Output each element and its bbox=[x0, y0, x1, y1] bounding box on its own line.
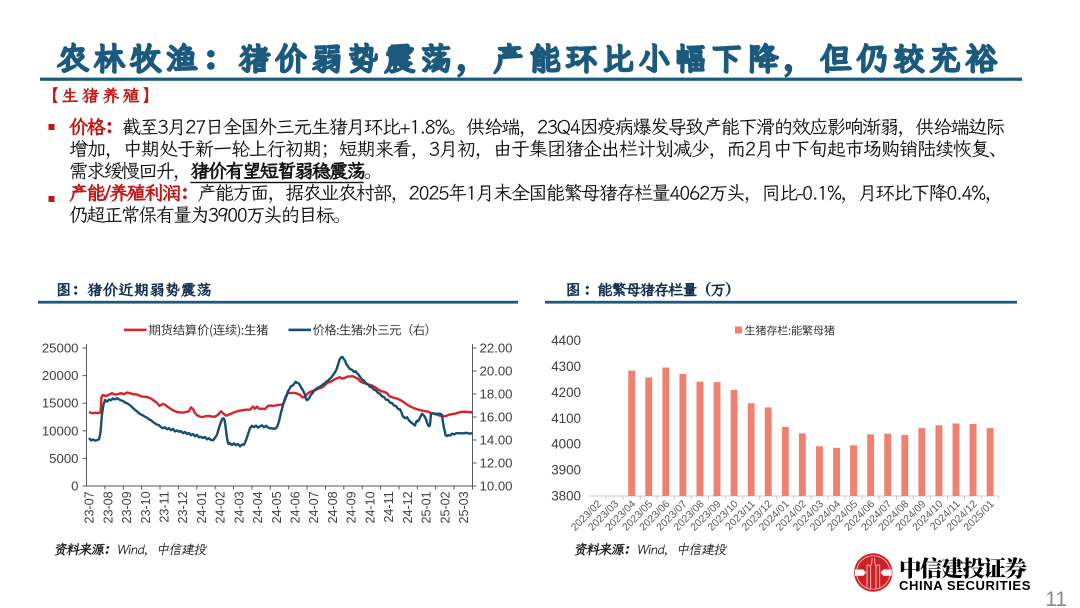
svg-text:4400: 4400 bbox=[551, 333, 581, 348]
svg-text:5000: 5000 bbox=[49, 451, 78, 466]
svg-text:23-09: 23-09 bbox=[120, 491, 134, 523]
svg-text:24-06: 24-06 bbox=[289, 491, 303, 523]
svg-text:3800: 3800 bbox=[551, 489, 581, 504]
svg-text:24-08: 24-08 bbox=[326, 491, 340, 523]
svg-text:23-07: 23-07 bbox=[83, 491, 97, 523]
svg-text:23-08: 23-08 bbox=[101, 491, 115, 523]
svg-text:15000: 15000 bbox=[42, 396, 79, 411]
svg-text:16.00: 16.00 bbox=[480, 410, 513, 425]
svg-text:25-01: 25-01 bbox=[420, 491, 434, 523]
svg-text:23-10: 23-10 bbox=[139, 491, 153, 523]
svg-text:4000: 4000 bbox=[551, 437, 581, 452]
svg-text:24-11: 24-11 bbox=[382, 491, 396, 522]
svg-text:25000: 25000 bbox=[42, 341, 79, 356]
svg-text:4200: 4200 bbox=[551, 385, 581, 400]
svg-text:20000: 20000 bbox=[42, 368, 79, 383]
svg-text:23-11: 23-11 bbox=[158, 491, 172, 522]
svg-text:12.00: 12.00 bbox=[480, 456, 513, 471]
svg-text:10.00: 10.00 bbox=[480, 479, 513, 494]
svg-text:24-03: 24-03 bbox=[232, 491, 246, 523]
svg-text:24-09: 24-09 bbox=[345, 491, 359, 523]
svg-text:4300: 4300 bbox=[551, 359, 581, 374]
svg-text:24-04: 24-04 bbox=[251, 491, 265, 523]
svg-text:23-12: 23-12 bbox=[176, 491, 190, 523]
svg-text:CHINA SECURITIES: CHINA SECURITIES bbox=[899, 578, 1031, 593]
svg-text:3900: 3900 bbox=[551, 463, 581, 478]
svg-text:24-12: 24-12 bbox=[401, 491, 415, 523]
svg-text:0: 0 bbox=[71, 479, 78, 494]
svg-text:18.00: 18.00 bbox=[480, 387, 513, 402]
svg-text:24-07: 24-07 bbox=[307, 491, 321, 523]
svg-text:11: 11 bbox=[1045, 588, 1067, 608]
svg-text:24-05: 24-05 bbox=[270, 491, 284, 523]
svg-text:24-02: 24-02 bbox=[214, 491, 228, 523]
svg-text:22.00: 22.00 bbox=[480, 341, 513, 356]
svg-text:24-10: 24-10 bbox=[363, 491, 377, 523]
svg-text:24-01: 24-01 bbox=[195, 491, 209, 523]
svg-text:25-02: 25-02 bbox=[438, 491, 452, 523]
svg-text:14.00: 14.00 bbox=[480, 433, 513, 448]
svg-text:20.00: 20.00 bbox=[480, 364, 513, 379]
svg-text:25-03: 25-03 bbox=[457, 491, 471, 523]
svg-text:4100: 4100 bbox=[551, 411, 581, 426]
svg-text:10000: 10000 bbox=[42, 423, 79, 438]
